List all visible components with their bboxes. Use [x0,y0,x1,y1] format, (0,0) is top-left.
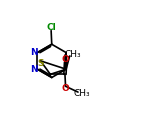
Text: N: N [30,48,38,57]
Text: O: O [62,55,70,64]
Text: CH₃: CH₃ [65,50,81,59]
Text: S: S [38,59,44,68]
Text: Cl: Cl [46,23,56,32]
Text: N: N [30,65,38,74]
Text: CH₃: CH₃ [73,89,90,98]
Text: O: O [62,85,70,93]
